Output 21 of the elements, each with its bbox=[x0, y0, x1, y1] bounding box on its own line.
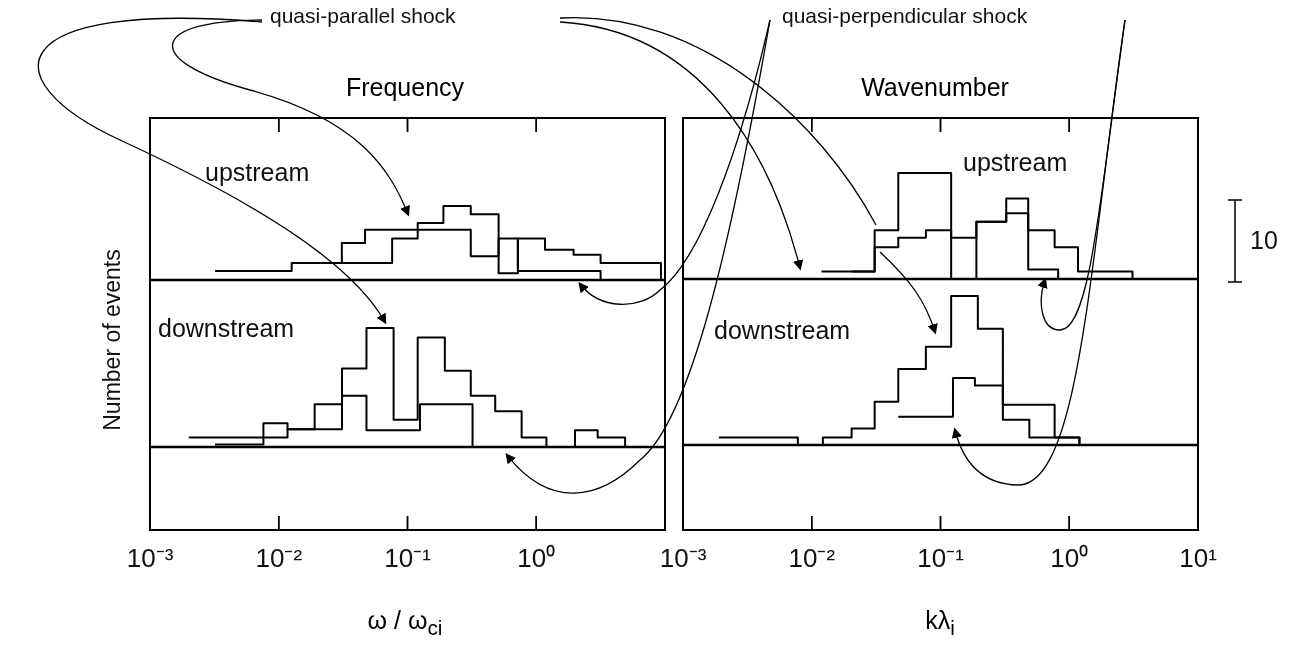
x-tick-label: 10⁰ bbox=[517, 542, 556, 573]
x-tick-label: 10⁻³ bbox=[126, 542, 174, 573]
chart-title: Wavenumber bbox=[861, 73, 1009, 101]
annotation: downstream bbox=[714, 316, 851, 344]
text: upstream bbox=[205, 158, 310, 186]
x-axis-title: kλ$_{i}$ bbox=[925, 606, 955, 639]
x-tick-label: 10⁻² bbox=[255, 542, 303, 573]
x-tick-label: 10¹ bbox=[1179, 542, 1218, 573]
text: quasi-perpendicular shock bbox=[782, 4, 1028, 27]
annotation: upstream bbox=[963, 148, 1068, 176]
x-tick-label: 10⁻³ bbox=[659, 542, 707, 573]
x-tick-label: 10⁻² bbox=[788, 542, 836, 573]
x-tick-label: 10⁰ bbox=[1050, 542, 1089, 573]
x-tick-label: 10⁻¹ bbox=[917, 542, 965, 573]
x-tick-label: 10⁻¹ bbox=[384, 542, 432, 573]
text: 10 bbox=[1250, 226, 1278, 254]
text: quasi-parallel shock bbox=[270, 4, 456, 27]
x-axis-title: ω / ω$_{ci}$ bbox=[367, 606, 443, 639]
chart-title: Frequency bbox=[345, 73, 465, 101]
y-axis-title: Number of events bbox=[98, 249, 125, 431]
annotation: downstream bbox=[158, 314, 295, 342]
